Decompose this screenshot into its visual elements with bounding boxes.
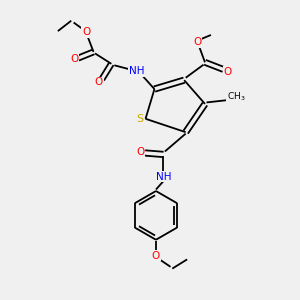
Text: S: S (136, 114, 144, 124)
Text: CH$_3$: CH$_3$ (227, 90, 245, 103)
Text: O: O (152, 251, 160, 261)
Text: O: O (136, 147, 144, 158)
Text: O: O (70, 54, 78, 64)
Text: NH: NH (156, 172, 171, 182)
Text: NH: NH (129, 66, 144, 76)
Text: O: O (95, 77, 103, 87)
Text: O: O (223, 67, 231, 77)
Text: O: O (82, 27, 90, 37)
Text: O: O (194, 38, 202, 47)
